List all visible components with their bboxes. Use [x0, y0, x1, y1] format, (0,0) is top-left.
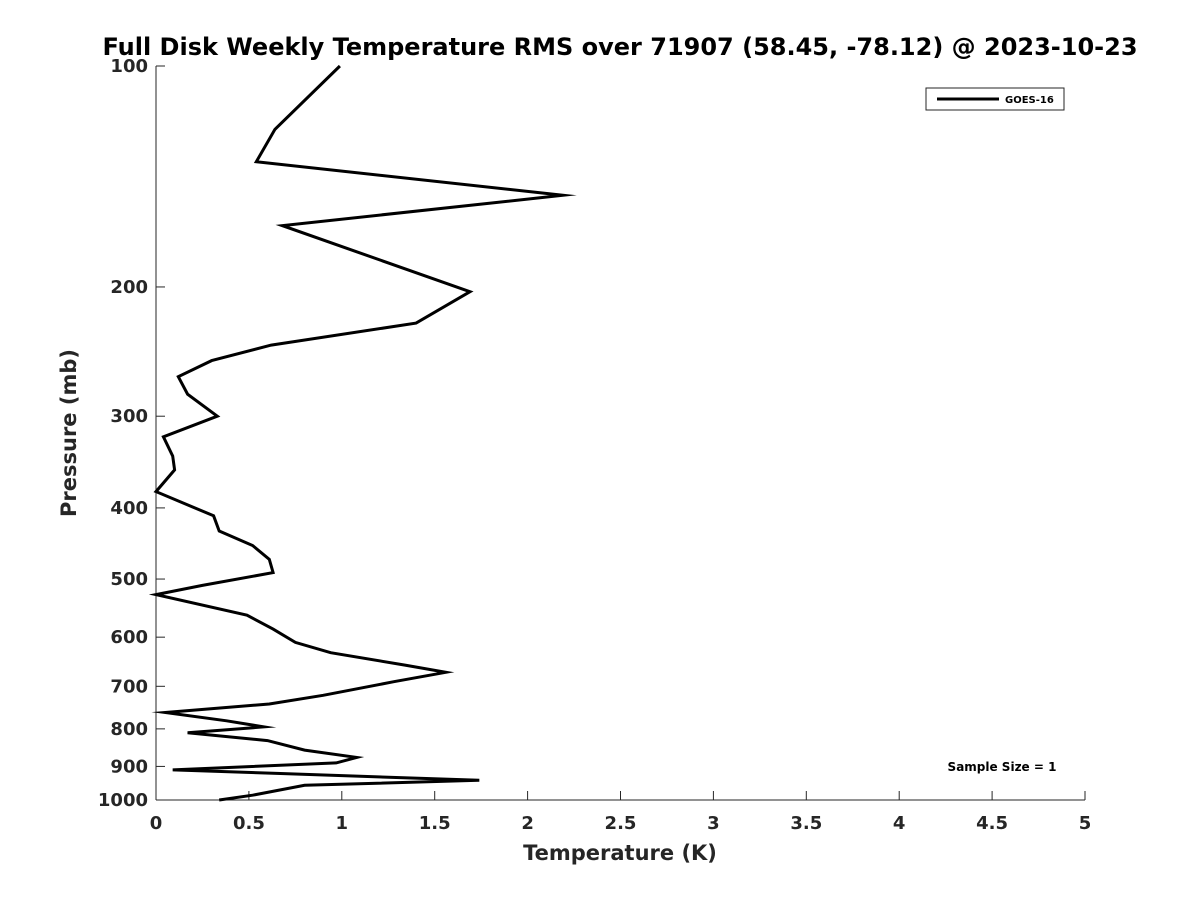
y-tick-label: 700 [110, 676, 148, 697]
x-tick-label: 1 [336, 813, 349, 834]
x-tick-label: 1.5 [419, 813, 451, 834]
x-tick-label: 0.5 [233, 813, 265, 834]
y-axis-label: Pressure (mb) [57, 349, 81, 517]
x-tick-label: 5 [1079, 813, 1092, 834]
x-axis-label: Temperature (K) [523, 841, 717, 865]
x-tick-label: 4.5 [976, 813, 1008, 834]
y-tick-label: 800 [110, 719, 148, 740]
y-ticks: 100 200 300 400 500 600 700 800 900 1000 [98, 56, 165, 811]
y-tick-label: 300 [110, 406, 148, 427]
x-ticks: 0 0.5 1 1.5 2 2.5 3 3.5 4 4.5 5 [150, 791, 1092, 834]
y-tick-label: 900 [110, 756, 148, 777]
x-tick-label: 0 [150, 813, 163, 834]
series-layer [148, 64, 577, 802]
y-tick-label: 100 [110, 56, 148, 77]
sample-size-annotation: Sample Size = 1 [948, 760, 1057, 774]
plot-axes [155, 66, 1085, 801]
y-tick-label: 1000 [98, 790, 148, 811]
y-tick-label: 500 [110, 569, 148, 590]
chart-title: Full Disk Weekly Temperature RMS over 71… [102, 33, 1137, 61]
y-tick-label: 400 [110, 498, 148, 519]
y-tick-label: 200 [110, 277, 148, 298]
x-tick-label: 3.5 [790, 813, 822, 834]
x-tick-label: 2 [521, 813, 534, 834]
x-tick-label: 2.5 [605, 813, 637, 834]
y-tick-label: 600 [110, 627, 148, 648]
x-tick-label: 3 [707, 813, 720, 834]
x-tick-label: 4 [893, 813, 906, 834]
legend-label-goes-16: GOES-16 [1005, 95, 1054, 106]
series-line-goes-16 [148, 64, 577, 802]
legend: GOES-16 [925, 87, 1065, 111]
